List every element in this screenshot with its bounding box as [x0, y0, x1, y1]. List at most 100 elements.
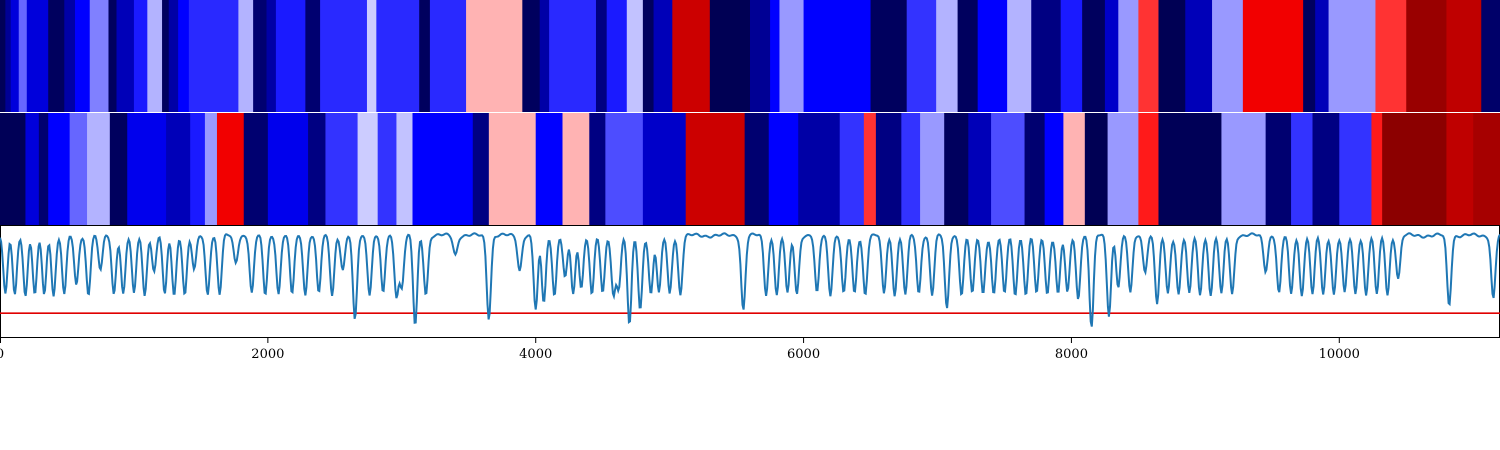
heatmap-cell — [744, 113, 770, 225]
heatmap-cell — [936, 0, 958, 112]
heatmap-cell — [305, 0, 321, 112]
heatmap-cell — [466, 0, 523, 112]
heatmap-cell — [127, 113, 167, 225]
heatmap-cell — [653, 0, 673, 112]
heatmap-cell — [377, 113, 397, 225]
heatmap-cell — [901, 113, 921, 225]
heatmap-cell — [108, 0, 117, 112]
heatmap-cell — [750, 0, 771, 112]
heatmap-cell — [325, 113, 358, 225]
heatmap-cell — [798, 113, 841, 225]
heatmap-cell — [38, 113, 49, 225]
heatmap-cell — [549, 0, 597, 112]
signal-line — [0, 232, 1500, 327]
heatmap-cell — [595, 0, 608, 112]
heatmap-cell — [472, 113, 490, 225]
heatmap-cell — [1107, 113, 1139, 225]
heatmap-cell — [429, 0, 467, 112]
heatmap-cell — [1118, 0, 1139, 112]
heatmap-cell — [1265, 113, 1292, 225]
heatmap-cell — [0, 0, 6, 112]
heatmap-cell — [64, 0, 76, 112]
heatmap-cell — [535, 113, 563, 225]
heatmap-cell — [1158, 0, 1186, 112]
heatmap-cell — [522, 0, 541, 112]
heatmap-cell — [26, 0, 49, 112]
heatmap-cell — [968, 113, 992, 225]
heatmap-cell — [1185, 0, 1213, 112]
heatmap-cell — [243, 113, 269, 225]
heatmap-cell — [1242, 0, 1304, 112]
heatmap-cell — [266, 0, 277, 112]
heatmap-cell — [275, 0, 306, 112]
heatmap-cell — [412, 113, 474, 225]
heatmap-cell — [1007, 0, 1032, 112]
heatmap-cell — [89, 0, 109, 112]
heatmap-cell — [1315, 0, 1329, 112]
heatmap-cell — [1446, 0, 1482, 112]
heatmap-cell — [863, 113, 877, 225]
heatmap-cell — [48, 0, 65, 112]
heatmap-cell — [1312, 113, 1340, 225]
heatmap-cell — [803, 0, 871, 112]
heatmap-cell — [875, 113, 902, 225]
heatmap-cell — [642, 0, 654, 112]
heatmap-cell — [238, 0, 254, 112]
heatmap-cell — [75, 0, 91, 112]
heatmap-cell — [1291, 113, 1313, 225]
heatmap-cell — [1031, 0, 1062, 112]
heatmap-cell — [1339, 113, 1372, 225]
heatmap-cell — [589, 113, 606, 225]
heatmap-cell — [1212, 0, 1244, 112]
x-tick-label: 8000 — [1055, 347, 1088, 362]
heatmap-cell — [116, 0, 135, 112]
heatmap-cell — [162, 0, 170, 112]
heatmap-cell — [1371, 113, 1383, 225]
heatmap-cell — [870, 0, 908, 112]
heatmap-cell — [87, 113, 111, 225]
top-heatmap-strip — [0, 0, 1500, 112]
heatmap-cell — [1138, 0, 1159, 112]
heatmap-cell — [147, 0, 163, 112]
heatmap-cell — [920, 113, 945, 225]
heatmap-cell — [1104, 0, 1119, 112]
heatmap-cell — [168, 0, 179, 112]
heatmap-cell — [626, 0, 644, 112]
line-trace-panel — [0, 225, 1500, 338]
heatmap-cell — [1375, 0, 1407, 112]
heatmap-cell — [109, 113, 128, 225]
heatmap-cell — [357, 113, 379, 225]
heatmap-cell — [308, 113, 326, 225]
heatmap-cell — [1303, 0, 1316, 112]
heatmap-cell — [204, 113, 218, 225]
heatmap-cell — [1406, 0, 1447, 112]
heatmap-cell — [419, 0, 431, 112]
heatmap-cell — [10, 0, 20, 112]
heatmap-cell — [642, 113, 687, 225]
x-tick-label: 2000 — [251, 347, 284, 362]
heatmap-cell — [977, 0, 1008, 112]
heatmap-cell — [133, 0, 148, 112]
heatmap-cell — [1158, 113, 1222, 225]
middle-heatmap-strip — [0, 113, 1500, 225]
heatmap-cell — [770, 0, 780, 112]
heatmap-cell — [944, 113, 969, 225]
heatmap-cell — [178, 0, 190, 112]
heatmap-cell — [768, 113, 799, 225]
heatmap-cell — [366, 0, 377, 112]
heatmap-cell — [267, 113, 309, 225]
heatmap-cell — [69, 113, 88, 225]
heatmap-cell — [188, 0, 239, 112]
heatmap-cell — [18, 0, 28, 112]
heatmap-cell — [1084, 113, 1108, 225]
heatmap-cell — [1446, 113, 1474, 225]
heatmap-cell — [672, 0, 711, 112]
heatmap-cell — [605, 113, 644, 225]
x-tick-label: 4000 — [519, 347, 552, 362]
heatmap-cell — [539, 0, 550, 112]
x-tick-label: 0 — [0, 347, 4, 362]
heatmap-cell — [320, 0, 368, 112]
heatmap-cell — [488, 113, 537, 225]
heatmap-cell — [253, 0, 267, 112]
heatmap-cell — [1473, 113, 1500, 225]
